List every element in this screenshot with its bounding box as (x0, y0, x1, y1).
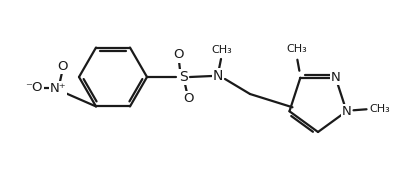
Text: CH₃: CH₃ (211, 45, 232, 55)
Text: N: N (331, 71, 341, 84)
Text: ⁻O: ⁻O (25, 81, 43, 94)
Text: S: S (179, 70, 187, 84)
Text: O: O (58, 60, 68, 73)
Text: CH₃: CH₃ (286, 44, 307, 54)
Text: N: N (342, 105, 351, 118)
Text: O: O (183, 93, 193, 105)
Text: O: O (173, 49, 183, 61)
Text: N: N (213, 69, 223, 83)
Text: CH₃: CH₃ (369, 104, 390, 114)
Text: N⁺: N⁺ (50, 82, 66, 95)
